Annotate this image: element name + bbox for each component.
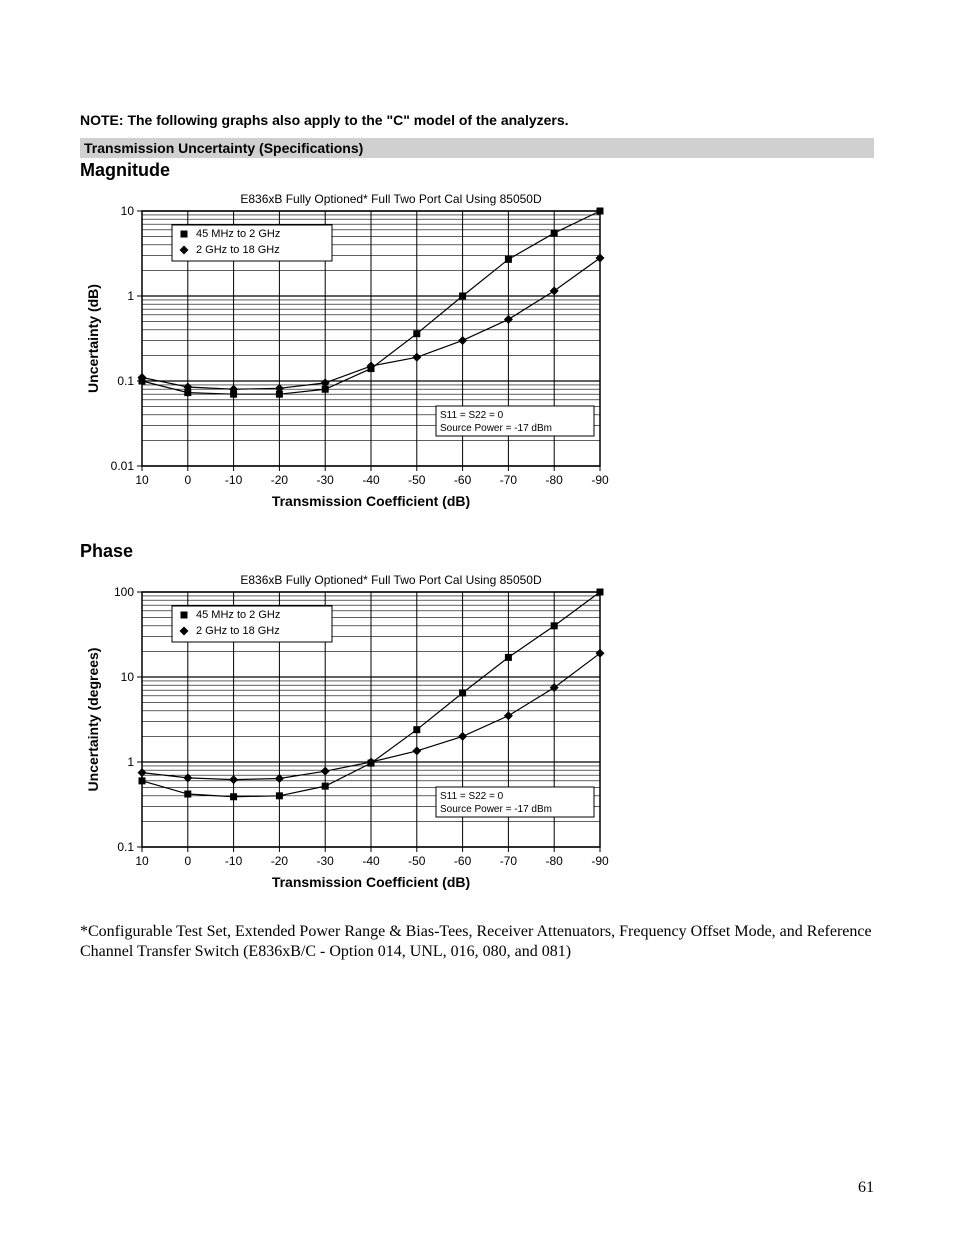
note-text: NOTE: The following graphs also apply to… (80, 112, 874, 128)
svg-text:-20: -20 (271, 473, 289, 487)
svg-text:0.01: 0.01 (111, 459, 135, 473)
svg-text:-20: -20 (271, 854, 289, 868)
svg-text:S11 = S22 = 0: S11 = S22 = 0 (440, 410, 504, 421)
svg-text:Uncertainty (degrees): Uncertainty (degrees) (85, 648, 101, 792)
svg-text:0.1: 0.1 (117, 374, 134, 388)
svg-text:1: 1 (127, 289, 134, 303)
phase-chart: 100-10-20-30-40-50-60-70-80-90Transmissi… (80, 562, 874, 902)
svg-text:-60: -60 (454, 473, 472, 487)
svg-text:-70: -70 (500, 854, 518, 868)
svg-text:-50: -50 (408, 473, 426, 487)
svg-text:2 GHz to 18 GHz: 2 GHz to 18 GHz (196, 625, 280, 637)
svg-text:-80: -80 (546, 473, 564, 487)
footnote-text: *Configurable Test Set, Extended Power R… (80, 922, 874, 962)
svg-text:-30: -30 (317, 854, 335, 868)
svg-text:-80: -80 (546, 854, 564, 868)
magnitude-panel-title: Magnitude (80, 160, 874, 181)
svg-text:-90: -90 (591, 854, 609, 868)
svg-text:45 MHz to 2 GHz: 45 MHz to 2 GHz (196, 609, 280, 621)
svg-text:Source Power = -17 dBm: Source Power = -17 dBm (440, 423, 552, 434)
svg-text:45 MHz to 2 GHz: 45 MHz to 2 GHz (196, 228, 280, 240)
svg-text:-30: -30 (317, 473, 335, 487)
svg-text:Uncertainty (dB): Uncertainty (dB) (85, 284, 101, 393)
svg-text:100: 100 (114, 585, 134, 599)
magnitude-chart: 10 0 -10 -20 -30 -40 -50 -60 -70 -80 -90 Transmissi… (80, 181, 874, 521)
svg-text:Transmission Coefficient (dB): Transmission Coefficient (dB) (272, 493, 470, 509)
svg-text:2 GHz to 18 GHz: 2 GHz to 18 GHz (196, 244, 280, 256)
svg-text:-60: -60 (454, 854, 472, 868)
svg-text:10: 10 (135, 854, 149, 868)
svg-text:0.1: 0.1 (117, 840, 134, 854)
svg-text:-70: -70 (500, 473, 518, 487)
svg-text:-50: -50 (408, 854, 426, 868)
svg-text:0: 0 (184, 854, 191, 868)
svg-text:Transmission Coefficient (dB): Transmission Coefficient (dB) (272, 874, 470, 890)
page-number: 61 (858, 1179, 874, 1197)
svg-text:-40: -40 (362, 854, 380, 868)
svg-text:E836xB Fully Optioned* Full Tw: E836xB Fully Optioned* Full Two Port Cal… (240, 573, 542, 587)
svg-text:10: 10 (135, 473, 149, 487)
svg-text:-40: -40 (362, 473, 380, 487)
svg-text:0: 0 (184, 473, 191, 487)
svg-text:1: 1 (127, 755, 134, 769)
phase-panel-title: Phase (80, 541, 874, 562)
svg-text:-10: -10 (225, 854, 243, 868)
svg-text:Source Power = -17 dBm: Source Power = -17 dBm (440, 804, 552, 815)
svg-text:-90: -90 (591, 473, 609, 487)
svg-text:-10: -10 (225, 473, 243, 487)
svg-text:10: 10 (121, 204, 135, 218)
section-header: Transmission Uncertainty (Specifications… (80, 138, 874, 158)
svg-text:10: 10 (121, 670, 135, 684)
svg-text:E836xB Fully Optioned* Full Tw: E836xB Fully Optioned* Full Two Port Cal… (240, 192, 542, 206)
svg-text:S11 = S22 = 0: S11 = S22 = 0 (440, 791, 504, 802)
